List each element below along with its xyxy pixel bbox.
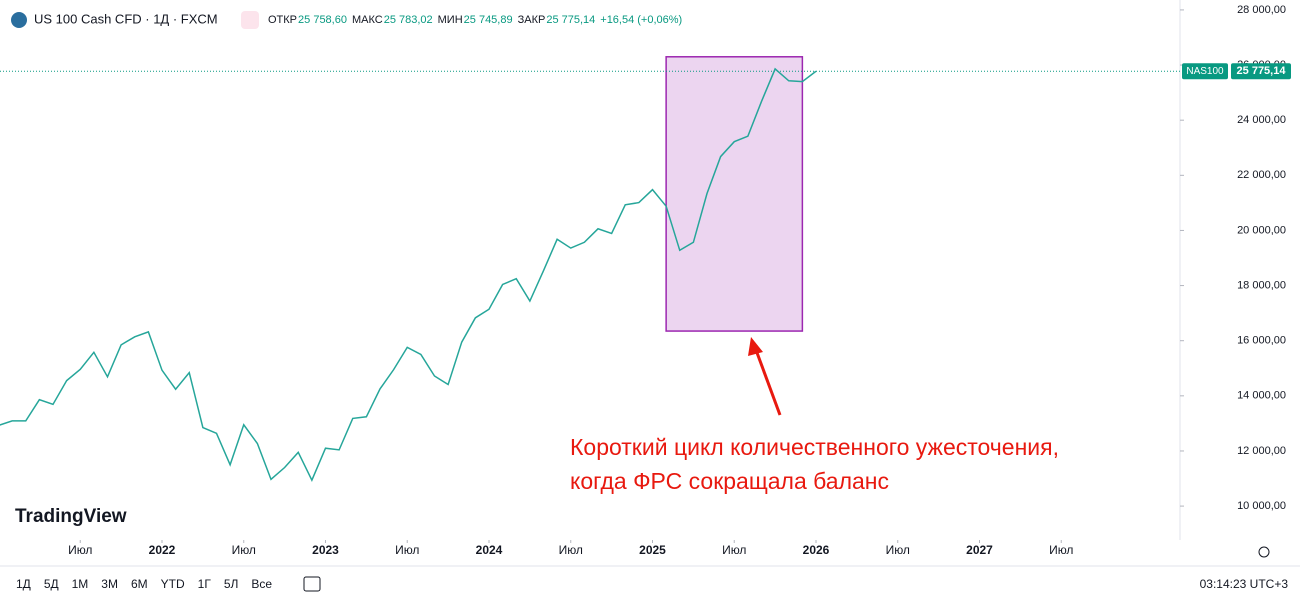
clock: 03:14:23 UTC+3 <box>1200 577 1289 591</box>
x-tick-label: Июл <box>68 543 92 557</box>
ohlc-value: 25 775,14 <box>546 14 595 26</box>
range-button[interactable]: Все <box>251 577 272 591</box>
logo-text: TradingView <box>15 506 127 527</box>
price-tag <box>1231 63 1291 80</box>
range-button[interactable]: 5Л <box>224 577 239 591</box>
ohlc-label: МИН <box>438 14 463 26</box>
ohlc-value: 25 758,60 <box>298 14 347 26</box>
x-tick-label: Июл <box>1049 543 1073 557</box>
x-tick-label: Июл <box>232 543 256 557</box>
x-tick-label: Июл <box>886 543 910 557</box>
y-tick-label: 10 000,00 <box>1237 500 1286 512</box>
annotation-line-2: когда ФРС сокращала баланс <box>570 468 889 494</box>
range-button[interactable]: 6М <box>131 577 148 591</box>
y-tick-label: 22 000,00 <box>1237 169 1286 181</box>
plot <box>0 56 1180 482</box>
symbol-tag-text: NAS100 <box>1186 66 1224 77</box>
ohlc-label: МАКС <box>352 14 383 26</box>
ohlc-label: ОТКР <box>268 14 297 26</box>
symbol-icon <box>11 12 27 28</box>
price-tag-text: 25 775,14 <box>1237 65 1287 77</box>
y-tick-label: 28 000,00 <box>1237 4 1286 16</box>
annotation-line-1: Короткий цикл количественного ужесточени… <box>570 434 1059 460</box>
date-range-icon[interactable] <box>303 576 321 592</box>
range-button[interactable]: YTD <box>161 577 185 591</box>
ohlc-label: ЗАКР <box>518 14 546 26</box>
y-tick-label: 20 000,00 <box>1237 224 1286 236</box>
symbol-title: US 100 Cash CFD · 1Д · FXCM <box>34 11 218 26</box>
change: +16,54 (+0,06%) <box>600 14 682 26</box>
y-tick-label: 12 000,00 <box>1237 445 1286 457</box>
arrow-shaft <box>754 349 782 416</box>
x-tick-label: 2024 <box>476 543 503 557</box>
x-tick-label: 2023 <box>312 543 339 557</box>
ohlc-value: 25 783,02 <box>384 14 433 26</box>
range-button[interactable]: 1М <box>72 577 89 591</box>
settings-icon[interactable] <box>1258 546 1270 558</box>
range-button[interactable]: 5Д <box>44 577 59 591</box>
x-tick-label: Июл <box>559 543 583 557</box>
x-tick-label: 2027 <box>966 543 993 557</box>
y-tick-label: 16 000,00 <box>1237 335 1286 347</box>
x-tick-label: Июл <box>722 543 746 557</box>
ohlc-value: 25 745,89 <box>464 14 513 26</box>
range-button[interactable]: 3М <box>101 577 118 591</box>
y-tick-label: 18 000,00 <box>1237 279 1286 291</box>
x-tick-label: 2022 <box>149 543 176 557</box>
range-button[interactable]: 1Д <box>16 577 31 591</box>
x-tick-label: Июл <box>395 543 419 557</box>
source-icon <box>241 11 259 29</box>
x-tick-label: 2025 <box>639 543 666 557</box>
y-tick-label: 24 000,00 <box>1237 114 1286 126</box>
highlight-box <box>665 56 804 332</box>
symbol-tag <box>1182 63 1228 80</box>
arrow-head <box>748 337 763 356</box>
x-tick-label: 2026 <box>803 543 830 557</box>
range-button[interactable]: 1Г <box>198 577 212 591</box>
price-line-series <box>0 67 817 482</box>
y-tick-label: 14 000,00 <box>1237 390 1286 402</box>
